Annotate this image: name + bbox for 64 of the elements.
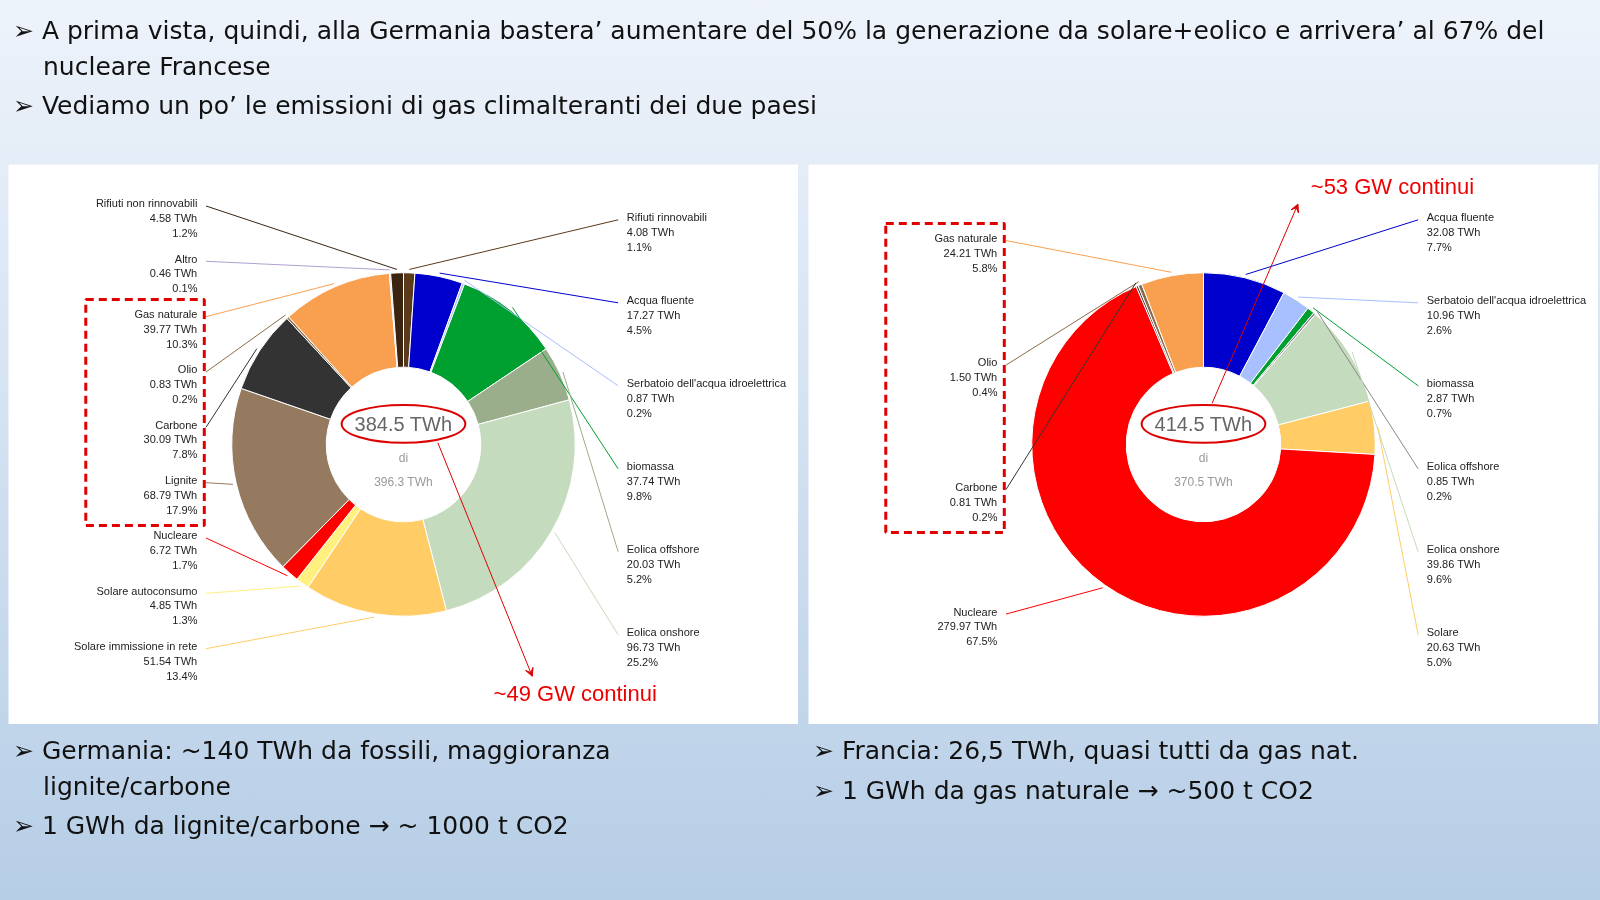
data-label: 0.83 TWh 0.2% [149,378,198,405]
slice-label: Eolica onshore [1426,543,1500,556]
slice-label: Solare [1426,626,1459,639]
data-label: 4.85 TWh 1.3% [149,599,198,627]
slice-label: Serbatoio dell'acqua idroelettrica [626,377,787,390]
text: ➢ Francia: 26,5 TWh, quasi tutti da gas nat. [813,735,1359,767]
slice-label: Nucleare [953,605,998,618]
slice-label: Carbone [155,418,198,431]
data-label: 6.72 TWh 1.7% [149,544,198,572]
slice-label: Acqua fluente [626,294,695,307]
data-label: 39.86 TWh 9.6% [1426,557,1481,585]
data-label: 4.58 TWh 1.2% [149,211,198,239]
data-label: 51.54 TWh 13.4% [143,654,198,682]
text: 370.5 TWh [1174,475,1233,490]
text: 414.5 TWh [1154,412,1253,435]
text: ➢ 1 GWh da gas naturale → ~500 t CO2 [813,774,1315,807]
slice-label: Gas naturale [134,308,198,321]
data-label: 24.21 TWh 5.8% [943,246,998,274]
data-label: 39.77 TWh 10.3% [143,322,198,350]
slice-label: Acqua fluente [1426,211,1495,224]
data-label: 2.87 TWh 0.7% [1426,391,1475,419]
data-label: 1.50 TWh 0.4% [949,371,998,399]
data-label: 0.46 TWh 0.1% [149,267,198,295]
data-label: 20.03 TWh 5.2% [626,557,681,585]
slice-label: Eolica offshore [626,543,700,556]
text: ~53 GW continui [1310,174,1475,200]
slice-label: Eolica onshore [626,626,700,639]
data-label: 0.81 TWh 0.2% [949,495,998,523]
slice-label: Olio [977,356,998,369]
text: 396.3 TWh [374,475,433,490]
slice-label: Solare immissione in rete [73,640,198,653]
slice-label: Gas naturale [934,231,998,244]
data-label: 279.97 TWh 67.5% [937,620,998,648]
text: di [1198,451,1209,466]
data-label: 0.85 TWh 0.2% [1426,474,1475,502]
slice-label: Olio [177,363,198,376]
text: ➢ Germania: ~140 TWh da fossili, maggioranza lignite/carbone [13,735,612,803]
data-label: 4.08 TWh 1.1% [626,225,675,253]
slice-label: Altro [174,252,198,265]
text: ➢ 1 GWh da lignite/carbone → ~ 1000 t CO2 [13,810,570,843]
slice-label: Nucleare [153,529,198,542]
slice-label: Rifiuti non rinnovabili [95,197,198,210]
slice-label: Lignite [165,474,198,487]
data-label: 17.27 TWh 4.5% [626,308,681,336]
slice-label: Carbone [955,480,998,493]
text: 384.5 TWh [354,412,453,435]
data-label: 30.09 TWh 7.8% [143,433,198,461]
data-label: 68.79 TWh 17.9% [143,488,198,516]
slice-label: Rifiuti rinnovabili [626,211,707,224]
slice-label: Solare autoconsumo [96,584,198,597]
data-label: 37.74 TWh 9.8% [626,474,681,502]
data-label: 32.08 TWh 7.7% [1426,225,1481,253]
slice-label: biomassa [626,460,675,473]
slice-label: biomassa [1426,377,1475,390]
data-label: 20.63 TWh 5.0% [1426,640,1481,668]
slice-label: Eolica offshore [1426,460,1500,473]
text: ➢ Vediamo un po’ le emissioni di gas climalteranti dei due paesi [13,90,819,123]
text: ➢ A prima vista, quindi, alla Germania bastera’ aumentare del 50% la generazione da solare+eolico e arrivera’ al 67% del nucleare Francese [13,15,1546,83]
text: ~49 GW continui [493,681,657,707]
data-label: 10.96 TWh 2.6% [1426,308,1481,336]
text: di [398,451,409,466]
data-label: 96.73 TWh 25.2% [626,640,681,668]
slice-label: Serbatoio dell'acqua idroelettrica [1426,294,1587,307]
data-label: 0.87 TWh 0.2% [626,391,675,419]
